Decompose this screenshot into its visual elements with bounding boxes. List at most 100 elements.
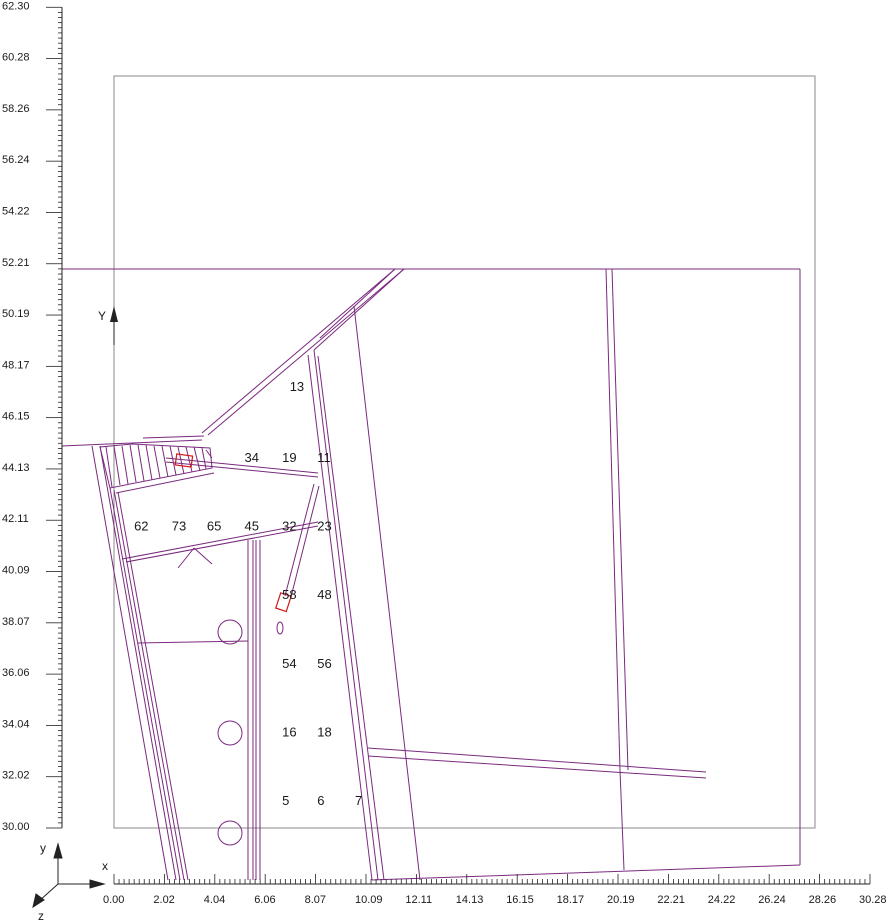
triad-x-arrow-icon: [89, 879, 106, 889]
slope-line-outer: [207, 268, 405, 436]
region-label-13: 13: [290, 379, 304, 394]
frame-rectangle: [113, 75, 816, 829]
x-tick-label: 12.11: [405, 894, 432, 906]
x-tick-label: 28.26: [809, 894, 837, 906]
triad-y-label: y: [40, 841, 46, 855]
channel-line-1: [307, 354, 373, 881]
region-label-48: 48: [317, 587, 331, 602]
region-label-45: 45: [245, 519, 259, 534]
y-tick-label: 48.17: [2, 359, 30, 371]
floor-peak-1: [177, 547, 195, 569]
x-tick-label: 2.02: [153, 894, 174, 906]
y-tick-label: 46.15: [2, 411, 30, 423]
slope-line-upper-edge: [313, 268, 405, 351]
floor-line-a: [121, 521, 319, 560]
x-tick-label: 8.07: [305, 894, 326, 906]
x-tick-label: 20.19: [607, 894, 635, 906]
bar-line-c: [205, 449, 213, 459]
y-tick-label: 52.21: [2, 257, 30, 269]
region-label-23: 23: [317, 519, 331, 534]
x-tick-label: 24.22: [708, 894, 736, 906]
region-label-6: 6: [317, 793, 324, 808]
y-tick-label: 50.19: [2, 308, 30, 320]
x-tick-label: 4.04: [204, 894, 225, 906]
region-label-62: 62: [134, 519, 148, 534]
region-label-54: 54: [282, 656, 296, 671]
y-axis-ruler: 62.30 60.28 58.26 56.24 54.22 52.21 50.19 48.17…: [2, 0, 63, 833]
y-tick-label: 30.00: [2, 821, 30, 833]
highlight-box-1[interactable]: [174, 453, 194, 468]
left-edge-line: [61, 439, 203, 447]
region-label-32: 32: [282, 519, 296, 534]
coordinate-triad: y x z: [32, 841, 108, 923]
channel-line-3: [317, 355, 385, 881]
bar-line-a: [165, 457, 319, 474]
model-geometry: [61, 75, 816, 881]
y-arrow-icon: [110, 306, 118, 322]
region-label-58: 58: [282, 587, 296, 602]
y-tick-label: 62.30: [2, 0, 30, 12]
well-circle-3: [217, 820, 243, 846]
y-tick-label: 40.09: [2, 565, 30, 577]
cross-line-1: [367, 747, 707, 773]
y-tick-label: 60.28: [2, 52, 30, 64]
circle-link-line: [137, 640, 249, 644]
strut-line-a: [284, 483, 315, 597]
right-channel-3: [619, 769, 625, 871]
right-channel-1: [605, 268, 621, 771]
cross-line-2: [367, 755, 707, 779]
triad-z-arrow-icon: [32, 893, 45, 909]
x-tick-label: 22.21: [657, 894, 685, 906]
region-label-19: 19: [282, 450, 296, 465]
y-tick-label: 32.02: [2, 770, 30, 782]
region-label-5: 5: [282, 793, 289, 808]
bottom-line: [371, 864, 801, 881]
region-label-16: 16: [282, 724, 296, 739]
well-circle-1: [217, 619, 243, 645]
highlight-box-2[interactable]: [275, 592, 292, 613]
wall-line-2: [99, 445, 177, 881]
slope-line-inner: [201, 268, 396, 434]
region-label-7: 7: [355, 793, 362, 808]
y-tick-label: 34.04: [2, 718, 30, 730]
x-tick-label: 18.17: [557, 894, 585, 906]
block-inner-line: [115, 472, 215, 494]
triad-y-arrow-icon: [53, 842, 63, 859]
y-tick-label: 38.07: [2, 616, 30, 628]
right-channel-2: [611, 268, 629, 771]
y-tick-label: 56.24: [2, 154, 30, 166]
left-cap-line: [142, 435, 205, 439]
region-label-11: 11: [317, 450, 331, 465]
triad-x-label: x: [102, 859, 108, 873]
x-tick-label: 14.13: [456, 894, 484, 906]
hatch-lines: [105, 444, 207, 488]
slope-line-upper-edge-2: [319, 268, 396, 339]
wall-line-1: [91, 445, 169, 881]
triad-z-label: z: [38, 909, 44, 923]
y-tick-label: 44.13: [2, 462, 30, 474]
y-tick-label: 58.26: [2, 103, 30, 115]
x-tick-label: 10.09: [355, 894, 383, 906]
channel-line-2: [313, 349, 379, 881]
well-circle-2: [217, 720, 243, 746]
wall-line-5: [117, 491, 189, 881]
region-label-18: 18: [317, 724, 331, 739]
model-y-axis-indicator: Y: [98, 306, 118, 345]
wall-line-3: [109, 487, 181, 881]
x-tick-label: 26.24: [758, 894, 786, 906]
floor-line-b: [125, 525, 319, 563]
x-tick-label: 30.28: [859, 894, 887, 906]
x-tick-label: 16.15: [506, 894, 534, 906]
channel-line-4: [353, 305, 421, 881]
region-label-34: 34: [245, 450, 259, 465]
wall-line-4: [113, 489, 185, 881]
y-tick-label: 36.06: [2, 667, 30, 679]
x-tick-label: 0.00: [103, 894, 124, 906]
strut-line-b: [290, 485, 320, 598]
y-tick-label: 54.22: [2, 205, 30, 217]
region-label-73: 73: [172, 519, 186, 534]
highlighted-elements[interactable]: [174, 453, 292, 613]
x-tick-label: 6.06: [254, 894, 275, 906]
